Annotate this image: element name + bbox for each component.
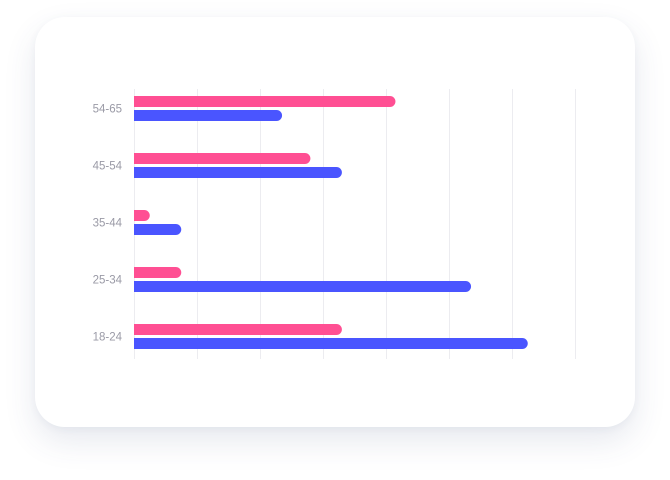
bar-54-65-series-2-base (134, 110, 140, 121)
y-tick-label: 18-24 (93, 332, 123, 344)
bars (134, 96, 528, 349)
bar-35-44-series-2 (134, 224, 182, 235)
horizontal-bar-chart: 54-65 45-54 35-44 25-34 18-24 (93, 89, 576, 359)
bar-25-34-series-1 (134, 267, 182, 278)
bar-35-44-series-1-base (134, 210, 140, 221)
bar-45-54-series-2-base (134, 167, 140, 178)
y-tick-label: 45-54 (93, 161, 123, 173)
grid-lines (134, 89, 576, 359)
y-tick-label: 25-34 (93, 275, 123, 287)
y-tick-label: 35-44 (93, 218, 123, 230)
bar-25-34-series-2-base (134, 281, 140, 292)
bar-18-24-series-2 (134, 338, 528, 349)
bar-54-65-series-1 (134, 96, 396, 107)
bar-25-34-series-2 (134, 281, 472, 292)
bar-45-54-series-2 (134, 167, 342, 178)
y-tick-label: 54-65 (93, 104, 122, 116)
bar-45-54-series-1 (134, 153, 311, 164)
bar-18-24-series-1 (134, 324, 342, 335)
chart-card: 54-65 45-54 35-44 25-34 18-24 (35, 17, 635, 427)
bar-45-54-series-1-base (134, 153, 140, 164)
bar-54-65-series-1-base (134, 96, 140, 107)
bar-18-24-series-1-base (134, 324, 140, 335)
y-tick-labels: 54-65 45-54 35-44 25-34 18-24 (93, 104, 123, 344)
bar-25-34-series-1-base (134, 267, 140, 278)
bar-18-24-series-2-base (134, 338, 140, 349)
bar-54-65-series-2 (134, 110, 283, 121)
bar-35-44-series-2-base (134, 224, 140, 235)
